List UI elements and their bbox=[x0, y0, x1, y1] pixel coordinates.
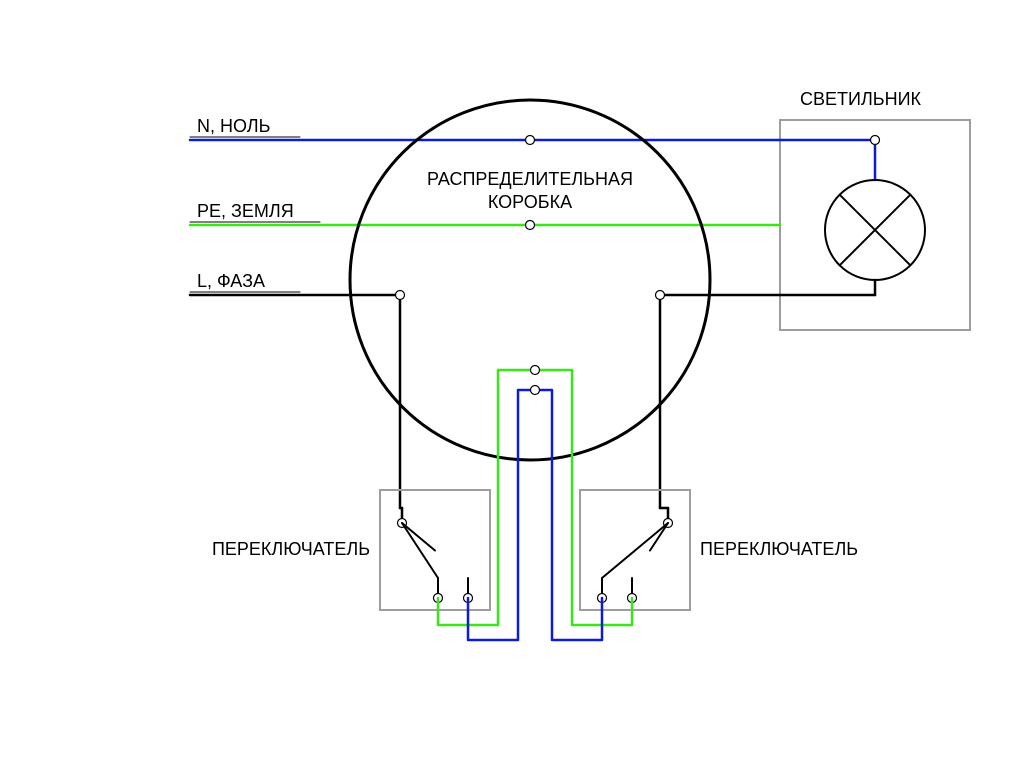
wiring-diagram: N, НОЛЬ PE, ЗЕМЛЯ L, ФАЗА СВЕТИЛЬНИК РАСПРЕД… bbox=[0, 0, 1024, 768]
junction-node bbox=[871, 136, 880, 145]
label-switch-right: ПЕРЕКЛЮЧАТЕЛЬ bbox=[700, 539, 858, 559]
label-neutral: N, НОЛЬ bbox=[197, 116, 270, 136]
junction-node bbox=[526, 221, 535, 230]
label-box-line1: РАСПРЕДЕЛИТЕЛЬНАЯ bbox=[427, 169, 633, 189]
label-box-line2: КОРОБКА bbox=[488, 192, 572, 212]
junction-node bbox=[531, 366, 540, 375]
junction-node bbox=[656, 291, 665, 300]
label-switch-left: ПЕРЕКЛЮЧАТЕЛЬ bbox=[212, 539, 370, 559]
junction-node bbox=[526, 136, 535, 145]
traveller-blue bbox=[468, 390, 602, 640]
junction-node bbox=[531, 386, 540, 395]
label-earth: PE, ЗЕМЛЯ bbox=[197, 201, 294, 221]
junction-node bbox=[396, 291, 405, 300]
label-lamp: СВЕТИЛЬНИК bbox=[800, 89, 922, 109]
label-phase: L, ФАЗА bbox=[197, 271, 265, 291]
junction-box bbox=[350, 100, 710, 460]
